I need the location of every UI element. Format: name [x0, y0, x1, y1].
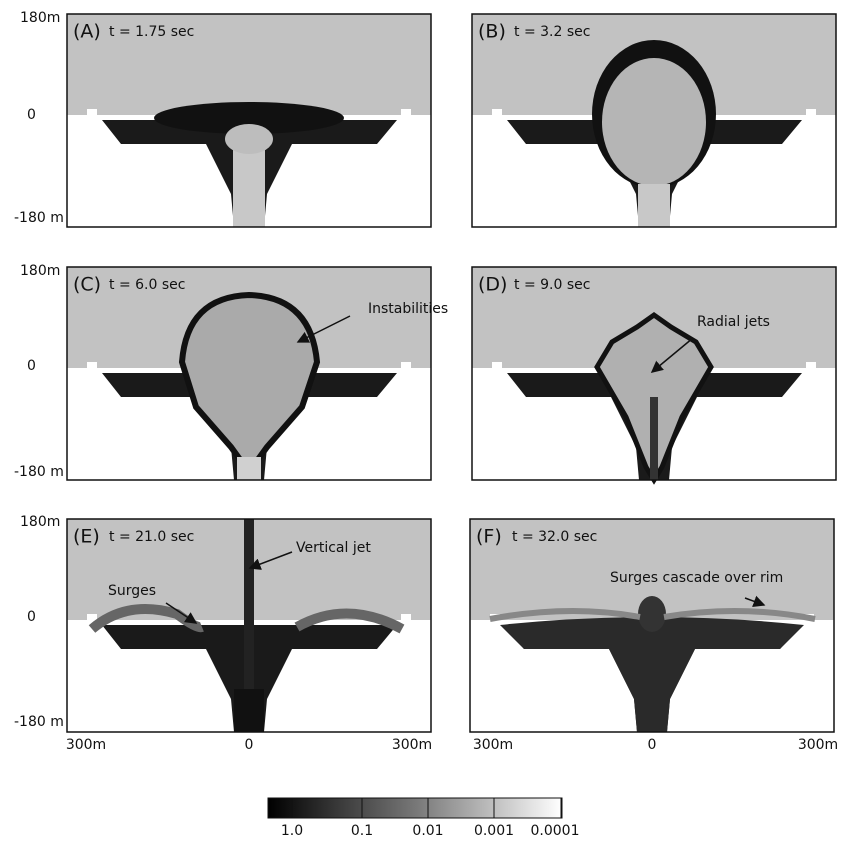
- panel-label: (E): [73, 526, 100, 548]
- panel-time: t = 6.0 sec: [109, 277, 185, 293]
- panel-label: (C): [73, 274, 101, 296]
- y-axis-label: 0: [27, 107, 36, 123]
- panel-time: t = 32.0 sec: [512, 529, 597, 545]
- panel-label: (A): [73, 21, 101, 43]
- colorbar-label: 0.01: [412, 823, 443, 839]
- panel: (B) t = 3.2 sec: [472, 14, 836, 227]
- jet: [237, 457, 261, 480]
- x-axis-label: 300m: [798, 737, 838, 753]
- annotation: Radial jets: [697, 314, 770, 330]
- x-axis-label: 300m: [473, 737, 513, 753]
- y-axis-label: 180m: [20, 514, 60, 530]
- annotation: Surges cascade over rim: [610, 570, 783, 586]
- panel-time: t = 1.75 sec: [109, 24, 194, 40]
- colorbar-label: 0.0001: [531, 823, 580, 839]
- panel-label: (F): [476, 526, 502, 548]
- plume-core: [602, 58, 706, 186]
- y-axis-label: -180 m: [14, 210, 64, 226]
- panel-label: (B): [478, 21, 506, 43]
- panel-label: (D): [478, 274, 507, 296]
- panel-time: t = 21.0 sec: [109, 529, 194, 545]
- y-axis-label: -180 m: [14, 714, 64, 730]
- panel: (A) t = 1.75 sec: [67, 14, 431, 227]
- panel: (F) t = 32.0 sec: [470, 519, 834, 732]
- jet: [650, 397, 658, 480]
- x-axis-label: 300m: [66, 737, 106, 753]
- y-axis-label: 180m: [20, 10, 60, 26]
- plume-core: [225, 124, 273, 154]
- dome: [638, 596, 666, 632]
- y-axis-label: 0: [27, 358, 36, 374]
- colorbar-label: 1.0: [281, 823, 303, 839]
- colorbar-label: 0.001: [474, 823, 514, 839]
- panel-time: t = 3.2 sec: [514, 24, 590, 40]
- colorbar: [268, 798, 562, 818]
- y-axis-label: 180m: [20, 263, 60, 279]
- annotation: Instabilities: [368, 301, 448, 317]
- panel: (E) t = 21.0 sec: [67, 519, 431, 732]
- column: [234, 689, 264, 732]
- figure: (A) t = 1.75 sec (B) t = 3.2 sec (C) t = 6.0 …: [0, 0, 859, 841]
- x-axis-label: 0: [648, 737, 657, 753]
- annotation: Surges: [108, 583, 156, 599]
- y-axis-label: 0: [27, 609, 36, 625]
- y-axis-label: -180 m: [14, 464, 64, 480]
- annotation: Vertical jet: [296, 540, 371, 556]
- jet: [638, 184, 670, 227]
- panel: (C) t = 6.0 sec: [67, 267, 431, 480]
- panel: (D) t = 9.0 sec: [472, 267, 836, 480]
- x-axis-label: 0: [245, 737, 254, 753]
- x-axis-label: 300m: [392, 737, 432, 753]
- colorbar-label: 0.1: [351, 823, 373, 839]
- panel-time: t = 9.0 sec: [514, 277, 590, 293]
